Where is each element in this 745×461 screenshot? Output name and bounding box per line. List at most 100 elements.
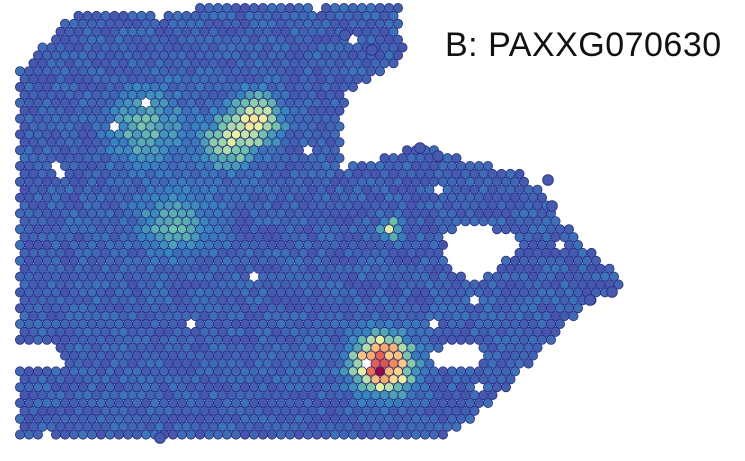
spot	[401, 429, 412, 440]
spot	[464, 334, 475, 345]
spot	[433, 232, 444, 243]
spot	[432, 150, 444, 162]
spot	[542, 174, 554, 186]
spot	[442, 263, 453, 274]
spot	[446, 334, 457, 345]
spot	[505, 374, 516, 385]
spot	[46, 168, 57, 179]
spot	[167, 429, 178, 440]
spot	[374, 429, 385, 440]
spot	[464, 382, 475, 393]
spot	[374, 66, 385, 77]
spot	[334, 121, 345, 132]
spot	[100, 121, 111, 132]
spot	[528, 350, 539, 361]
spot	[424, 358, 435, 369]
spot	[437, 255, 448, 266]
spot	[230, 429, 241, 440]
spot	[523, 358, 534, 369]
spot	[338, 97, 349, 108]
spot	[487, 390, 498, 401]
spot	[464, 413, 475, 424]
spot	[555, 318, 566, 329]
spot	[123, 429, 134, 440]
spot	[550, 326, 561, 337]
spot	[392, 34, 403, 45]
spot	[519, 176, 530, 187]
spot	[392, 429, 403, 440]
spot	[546, 239, 557, 250]
spot	[329, 113, 340, 124]
spot	[329, 160, 340, 171]
spot	[591, 255, 602, 266]
spot	[239, 429, 250, 440]
spot	[604, 263, 615, 274]
spot	[14, 334, 25, 345]
spot	[433, 342, 444, 353]
spot	[329, 145, 340, 156]
spot	[546, 334, 557, 345]
spot	[275, 429, 286, 440]
spot	[609, 271, 620, 282]
spot	[185, 429, 196, 440]
spot	[334, 105, 345, 116]
spot	[96, 429, 107, 440]
spot	[105, 429, 116, 440]
spot	[23, 334, 34, 345]
spot	[221, 429, 232, 440]
spot	[564, 224, 575, 235]
spot	[257, 429, 268, 440]
spot	[478, 216, 489, 227]
spot	[334, 153, 345, 164]
spot	[329, 129, 340, 140]
spot	[410, 429, 421, 440]
spot	[248, 429, 259, 440]
spot	[366, 44, 378, 56]
spot	[451, 421, 462, 432]
spot	[460, 216, 471, 227]
spot	[356, 429, 367, 440]
spot	[455, 334, 466, 345]
spot	[532, 342, 543, 353]
spot	[352, 358, 363, 369]
spot	[69, 429, 80, 440]
spot	[302, 429, 313, 440]
spot	[266, 429, 277, 440]
spot	[338, 429, 349, 440]
spot	[145, 10, 156, 21]
spot	[131, 97, 142, 108]
spot	[414, 142, 426, 154]
spot	[365, 429, 376, 440]
spot	[347, 82, 358, 93]
spot	[568, 232, 579, 243]
spot	[568, 311, 579, 322]
spot	[388, 58, 399, 69]
spot	[33, 429, 44, 440]
spot	[60, 429, 71, 440]
spot	[469, 405, 480, 416]
spot	[176, 429, 187, 440]
spot	[392, 18, 403, 29]
spot	[424, 184, 435, 195]
spot	[573, 303, 584, 314]
spot	[455, 271, 466, 282]
spot	[546, 200, 558, 212]
spot	[42, 160, 53, 171]
spot	[383, 429, 394, 440]
spot	[131, 429, 142, 440]
spot	[87, 429, 98, 440]
spot	[397, 42, 408, 53]
spot	[154, 432, 166, 444]
spot	[482, 397, 493, 408]
spot	[437, 429, 448, 440]
spot	[239, 271, 250, 282]
spot	[433, 247, 444, 258]
spot	[514, 168, 525, 179]
spot	[388, 10, 399, 21]
spot	[194, 429, 205, 440]
spot	[613, 279, 624, 290]
spot	[469, 216, 480, 227]
spot	[419, 318, 430, 329]
spot	[573, 239, 584, 250]
